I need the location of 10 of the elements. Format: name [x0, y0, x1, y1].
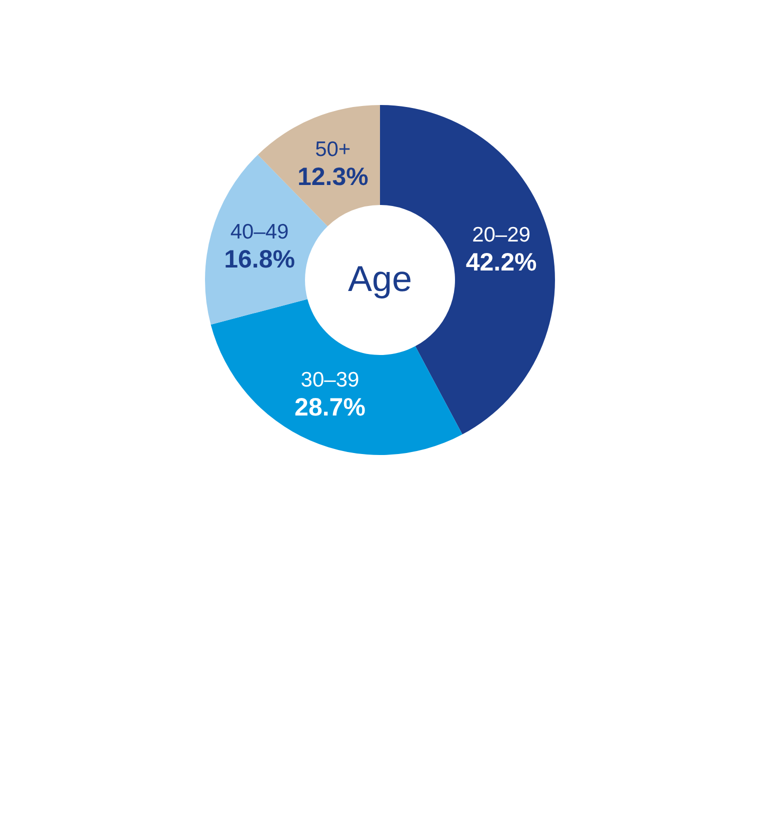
- slice-label: 20–29: [472, 224, 530, 247]
- data-label: 42.2%: [466, 248, 537, 277]
- data-label: 16.8%: [224, 246, 295, 274]
- data-label: 28.7%: [294, 394, 366, 422]
- slice-label: 40–49: [230, 220, 289, 244]
- slice-label: 30–39: [300, 368, 360, 392]
- donut-slice: [210, 299, 462, 455]
- text: Age: [348, 258, 412, 299]
- data-label: 12.3%: [297, 163, 368, 192]
- slice-label: 50+: [315, 138, 351, 162]
